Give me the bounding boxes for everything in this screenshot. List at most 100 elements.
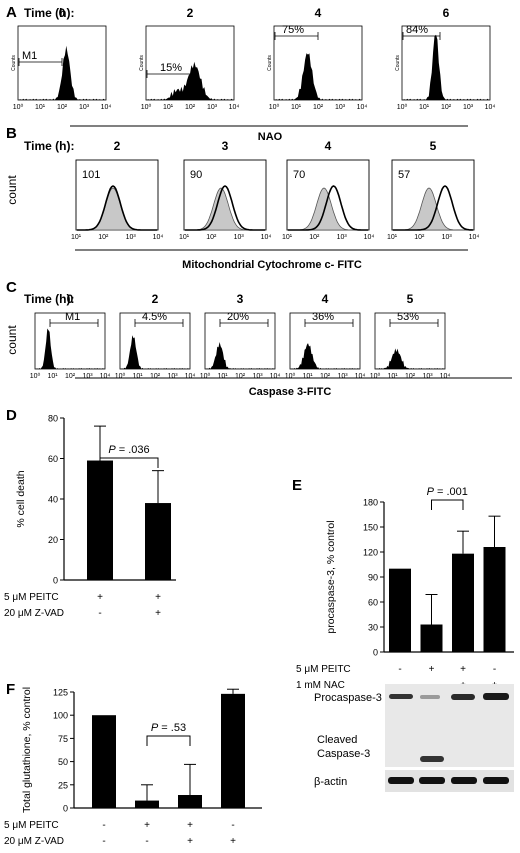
panel-f-row-0-sign-0: -	[102, 820, 105, 831]
panel-f-ytick-label-0: 0	[63, 804, 68, 814]
panel-c-histogram-1	[121, 335, 189, 369]
panel-e-significance-bracket	[431, 499, 464, 510]
panel-b-tick-2-0: 10¹	[282, 234, 293, 241]
panel-c-tick-0-3: 10³	[82, 373, 93, 380]
panel-f-row-0-sign-3: -	[231, 820, 234, 831]
panel-a-counts-2: Counts	[267, 55, 273, 71]
panel-c-tick-0-0: 10⁰	[30, 372, 41, 380]
panel-a-histograms: 0 M1 10⁰ 10¹ 10² 10³ 10⁴ Counts 2 15% 10⁰ 10¹ 10² 10³…	[11, 6, 495, 111]
panel-c-time-1: 2	[152, 292, 159, 306]
panel-b-histograms: 2 101 10¹ 10² 10³ 10⁴ 3 90 10¹ 10² 10³ 10⁴ 4 70 10¹ 10²…	[71, 139, 479, 241]
band-procaspase-lane1	[389, 694, 413, 699]
band-procaspase-lane3	[451, 694, 475, 700]
panel-d-row-1-sign-1: +	[155, 608, 161, 619]
panel-c-gate-label-4: 53%	[397, 311, 419, 323]
panel-e-ytick-label-4: 120	[363, 548, 378, 558]
panel-c-time-label: Time (h):	[24, 292, 74, 306]
panel-a-time-0: 0	[59, 6, 66, 20]
panel-a-time-label: Time (h):	[24, 6, 74, 20]
panel-b-time-0: 2	[114, 139, 121, 153]
panel-c-histogram-0	[36, 328, 104, 369]
panel-f-ytick-label-1: 25	[58, 780, 68, 790]
panel-d-significance-bracket	[99, 457, 159, 468]
panel-b-letter: B	[6, 125, 17, 142]
panel-f-row-1-sign-0: -	[102, 836, 105, 847]
panel-f-bar-1	[135, 800, 159, 808]
panel-a-gate-label-3: 84%	[406, 24, 428, 36]
panel-e-ytick-label-0: 0	[373, 648, 378, 658]
band-actin-lane1	[388, 777, 414, 784]
panel-b-tick-0-2: 10³	[126, 234, 137, 241]
panel-b-yaxis-label: count	[5, 175, 19, 205]
panel-e-ytick-label-6: 180	[363, 498, 378, 508]
panel-c-time-2: 3	[237, 292, 244, 306]
panel-b-tick-1-0: 10¹	[179, 234, 190, 241]
panel-b-tick-3-3: 10⁴	[469, 234, 480, 241]
panel-a-tick-0-0: 10⁰	[13, 103, 24, 111]
panel-a-tick-1-0: 10⁰	[141, 103, 152, 111]
panel-a-tick-0-4: 10⁴	[101, 104, 112, 111]
panel-b-tick-3-1: 10²	[414, 234, 425, 241]
panel-c-tick-3-1: 10¹	[302, 373, 313, 380]
panel-c-tick-3-4: 10⁴	[355, 373, 366, 380]
panel-c-tick-2-2: 10²	[235, 373, 246, 380]
panel-b-treated-2	[288, 185, 368, 231]
blot-label-cleaved-line2: Caspase-3	[317, 748, 370, 760]
panel-c-histogram-2	[206, 342, 274, 369]
panel-a-tick-3-0: 10⁰	[397, 103, 408, 111]
panel-a-tick-1-1: 10¹	[163, 104, 174, 111]
panel-c-tick-2-0: 10⁰	[200, 372, 211, 380]
panel-b-tick-0-3: 10⁴	[153, 234, 164, 241]
panel-b-tick-1-3: 10⁴	[261, 234, 272, 241]
panel-b-time-label: Time (h):	[24, 139, 74, 153]
panel-f-row-1-sign-3: +	[230, 836, 236, 847]
panel-c-tick-4-4: 10⁴	[440, 373, 451, 380]
panel-c-tick-2-3: 10³	[252, 373, 263, 380]
panel-b-xaxis-label: Mitochondrial Cytochrome c- FITC	[182, 259, 362, 271]
panel-a-tick-3-3: 10³	[463, 104, 474, 111]
panel-e-p-value: P = .001	[427, 486, 468, 498]
panel-d-row-0-sign-0: +	[97, 592, 103, 603]
panel-c-time-4: 5	[407, 292, 414, 306]
panel-f-letter: F	[6, 681, 15, 698]
panel-c-tick-4-1: 10¹	[387, 373, 398, 380]
panel-c-tick-2-4: 10⁴	[270, 373, 281, 380]
panel-b-tick-2-3: 10⁴	[364, 234, 375, 241]
panel-c-gate-label-3: 36%	[312, 311, 334, 323]
panel-c-xaxis-label: Caspase 3-FITC	[249, 386, 332, 398]
panel-b-treated-3	[393, 185, 474, 231]
panel-c-histograms: 0 M1 10⁰ 10¹ 10² 10³ 10⁴ 2 4.5% 10⁰ 10¹ 10² 10³ 10⁴ 3 2…	[30, 292, 451, 380]
panel-e-ytick-label-3: 90	[368, 573, 378, 583]
panel-e-ytick-label-2: 60	[368, 598, 378, 608]
panel-a-tick-1-3: 10³	[207, 104, 218, 111]
blot-label-actin: β-actin	[314, 776, 347, 788]
panel-a-xaxis-label: NAO	[258, 131, 283, 143]
panel-a-tick-2-4: 10⁴	[357, 104, 368, 111]
panel-d-row-label-0: 5 μM PEITC	[4, 592, 59, 603]
panel-e-row-label-1: 1 mM NAC	[296, 680, 345, 691]
panel-c-tick-4-2: 10²	[405, 373, 416, 380]
panel-a-tick-3-4: 10⁴	[485, 104, 496, 111]
band-procaspase-lane2	[420, 695, 440, 699]
panel-e-bar-chart: 0 30 60 90 120 150 180 procaspase-3, % control P…	[296, 486, 514, 691]
panel-a-gate-label-0: M1	[22, 50, 37, 62]
panel-a-histogram-1	[147, 61, 233, 100]
panel-d-row-1-sign-0: -	[98, 608, 101, 619]
panel-a-tick-2-0: 10⁰	[269, 103, 280, 111]
panel-d-row-label-1: 20 μM Z-VAD	[4, 608, 64, 619]
panel-d-row-0-sign-1: +	[155, 592, 161, 603]
panel-d-p-value: P = .036	[108, 444, 149, 456]
panel-c-histogram-frame-3	[289, 312, 361, 370]
panel-c-tick-1-4: 10⁴	[185, 373, 196, 380]
panel-c-tick-2-1: 10¹	[217, 373, 228, 380]
panel-c-tick-0-1: 10¹	[47, 373, 58, 380]
band-actin-lane2	[419, 777, 445, 784]
panel-c-gate-label-1: 4.5%	[142, 311, 167, 323]
panel-e-row-0-sign-3: -	[493, 664, 496, 675]
panel-b-time-3: 5	[430, 139, 437, 153]
panel-b-time-1: 3	[222, 139, 229, 153]
panel-a-tick-0-1: 10¹	[35, 104, 46, 111]
western-blot: Procaspase-3 Cleaved Caspase-3 β-actin	[314, 684, 514, 792]
blot-actin-membrane	[385, 770, 514, 792]
panel-f-p-value: P = .53	[151, 722, 186, 734]
